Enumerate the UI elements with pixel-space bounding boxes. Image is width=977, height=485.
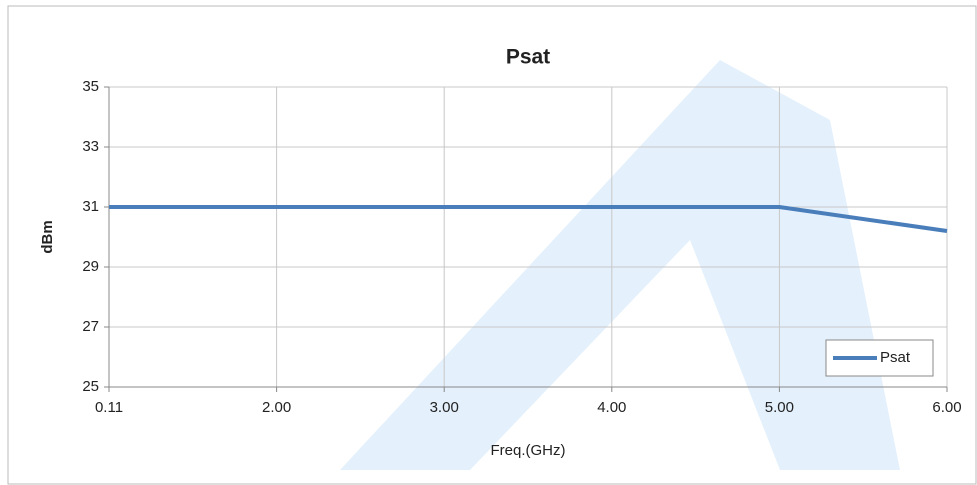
x-tick-label: 4.00: [597, 399, 626, 416]
y-tick-label: 35: [82, 78, 99, 95]
line: [109, 205, 948, 233]
x-tick-label: 5.00: [765, 399, 794, 416]
chart-title: Psat: [506, 46, 550, 69]
watermark-shape: [340, 60, 900, 470]
y-tick-label: 29: [82, 258, 99, 275]
chart-border: [7, 5, 977, 485]
legend-label: Psat: [880, 349, 911, 366]
x-tick-label: 2.00: [262, 399, 291, 416]
y-tick-label: 27: [82, 318, 99, 335]
x-tick-label: 0.11: [95, 399, 123, 416]
y-axis-label: dBm: [39, 220, 56, 253]
x-tick-label: 3.00: [430, 399, 459, 416]
x-axis-label: Freq.(GHz): [491, 442, 566, 459]
y-tick-label: 31: [82, 198, 99, 215]
legend: Psat: [825, 339, 934, 377]
x-tick-label: 6.00: [932, 399, 961, 416]
y-tick-label: 25: [82, 378, 99, 395]
watermark: [340, 60, 900, 470]
y-tick-label: 33: [82, 138, 99, 155]
